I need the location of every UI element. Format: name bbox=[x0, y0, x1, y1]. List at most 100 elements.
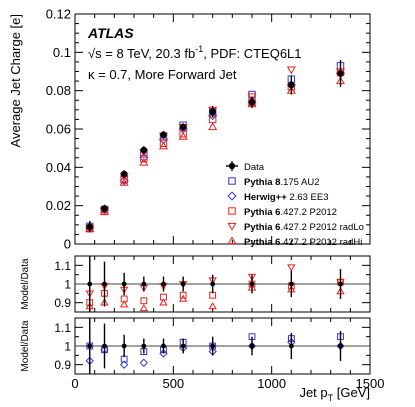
ratio-model-point bbox=[159, 349, 168, 358]
legend-marker bbox=[228, 207, 236, 215]
ratio-model-point bbox=[178, 294, 188, 302]
legend-label-rest: .427.2 P2012 radLo bbox=[280, 222, 363, 233]
ratio-data-point bbox=[338, 281, 343, 287]
legend-label-bold: Pythia 8 bbox=[244, 177, 280, 188]
data-marks bbox=[85, 60, 346, 374]
data-point bbox=[209, 108, 216, 116]
ratio-y-tick-label: 1.1 bbox=[54, 259, 71, 273]
ratio-data-point bbox=[338, 343, 343, 349]
legend-marker bbox=[227, 236, 237, 245]
ratio-model-point bbox=[179, 291, 187, 299]
info-line-1-tail: , PDF: CTEQ6L1 bbox=[203, 46, 301, 61]
ratio-data-point bbox=[210, 281, 216, 287]
ratio-model-point bbox=[139, 303, 149, 312]
legend-label-rest: .427.2 P2012 bbox=[280, 207, 337, 218]
legend-label-bold: Pythia 6 bbox=[244, 237, 280, 248]
x-axis-label-main: Jet p bbox=[299, 385, 327, 400]
ratio-data-point bbox=[180, 343, 186, 349]
ratio-y-tick-label: 0.9 bbox=[54, 358, 71, 372]
model-point bbox=[158, 141, 169, 150]
model-point bbox=[208, 122, 218, 131]
legend-label: Pythia 6.427.2 P2012 radHi bbox=[244, 237, 362, 248]
y-tick-label: 0 bbox=[64, 237, 71, 252]
legend-label-bold: Pythia 6 bbox=[244, 222, 280, 233]
y-tick-label: 0.12 bbox=[46, 7, 71, 22]
ratio-data-point bbox=[249, 281, 255, 287]
legend: Data Pythia 8.175 AU2 Herwig++ 2.63 EE3 Pyt… bbox=[226, 161, 364, 248]
ratio-data-point bbox=[288, 281, 294, 287]
experiment-label: ATLAS bbox=[87, 25, 134, 41]
ratio-model-point bbox=[287, 264, 296, 272]
data-point bbox=[179, 123, 187, 131]
y-tick-label: 0.08 bbox=[46, 83, 71, 98]
x-axis-label: Jet pT [GeV] bbox=[299, 385, 370, 402]
ratio-data-point bbox=[141, 343, 147, 349]
ratio2-y-label: Model/Data bbox=[20, 320, 31, 372]
legend-marker bbox=[227, 222, 237, 231]
y-tick-label: 0.1 bbox=[53, 45, 71, 60]
ratio-data-point bbox=[87, 343, 93, 349]
legend-data-label: Data bbox=[244, 162, 265, 173]
info-line-1-main: √s = 8 TeV, 20.3 fb bbox=[88, 46, 195, 61]
model-point bbox=[247, 93, 257, 102]
data-point bbox=[288, 81, 295, 89]
ratio-data-point bbox=[121, 281, 127, 287]
legend-marker bbox=[227, 191, 237, 201]
data-point bbox=[120, 170, 128, 178]
info-line-1: √s = 8 TeV, 20.3 fb-1, PDF: CTEQ6L1 bbox=[88, 44, 302, 61]
ratio-data-point bbox=[102, 281, 107, 287]
legend-data-marker bbox=[228, 162, 236, 170]
ratio-model-point bbox=[140, 297, 148, 305]
model-point bbox=[178, 132, 188, 140]
ratio-model-point bbox=[119, 300, 129, 308]
data-point bbox=[101, 205, 108, 212]
ratio-y-tick-label: 1 bbox=[64, 340, 71, 354]
ratio-data-point bbox=[249, 343, 255, 349]
ratio-data-point bbox=[121, 343, 127, 349]
ratio-model-point bbox=[208, 302, 217, 310]
y-axis-label: Average Jet Charge [e] bbox=[8, 14, 23, 147]
x-axis-label-sub: T bbox=[328, 393, 334, 402]
ratio-y-tick-label: 1.1 bbox=[54, 321, 71, 335]
data-point bbox=[248, 98, 256, 106]
data-point bbox=[86, 223, 94, 231]
ratio-model-point bbox=[119, 360, 129, 369]
ratio-data-point bbox=[141, 281, 147, 287]
ratio-model-point bbox=[247, 273, 257, 281]
legend-label-rest: 2.63 EE3 bbox=[287, 192, 329, 203]
model-point bbox=[139, 157, 149, 166]
legend-label-rest: .427.2 P2012 radHi bbox=[280, 237, 362, 248]
ratio-data-point bbox=[210, 343, 216, 349]
ratio-model-point bbox=[159, 298, 168, 306]
ratio-data-point bbox=[87, 281, 93, 287]
model-point bbox=[119, 176, 129, 186]
model-point bbox=[286, 66, 296, 75]
ratio-y-tick-label: 1 bbox=[64, 278, 71, 292]
legend-label: Pythia 6.427.2 P2012 bbox=[244, 207, 337, 218]
ratio-data-point bbox=[180, 281, 186, 287]
data-point bbox=[140, 146, 148, 154]
x-tick-label: 0 bbox=[71, 376, 78, 391]
ratio-data-point bbox=[288, 343, 294, 349]
legend-label: Pythia 6.427.2 P2012 radLo bbox=[244, 222, 364, 233]
legend-label: Herwig++ 2.63 EE3 bbox=[244, 192, 329, 203]
y-tick-label: 0.06 bbox=[46, 122, 71, 137]
legend-label-bold: Herwig++ bbox=[244, 192, 287, 203]
axis-ticks: 0 500 1000 1500 0 0.02 0.04 0.06 0.08 0.1 0.12 0.9 1… bbox=[46, 7, 385, 392]
ratio-data-point bbox=[102, 343, 107, 349]
x-tick-label: 500 bbox=[162, 376, 184, 391]
ratio-y-tick-label: 0.9 bbox=[54, 296, 71, 310]
info-line-1-sup: -1 bbox=[195, 44, 203, 54]
model-point bbox=[208, 111, 218, 121]
ratio-data-point bbox=[161, 281, 166, 287]
x-axis-label-unit: [GeV] bbox=[333, 385, 370, 400]
ratio-model-point bbox=[139, 358, 149, 367]
y-tick-label: 0.04 bbox=[46, 160, 71, 175]
data-point bbox=[160, 131, 167, 139]
ratio-data-point bbox=[161, 343, 166, 349]
legend-label-rest: .175 AU2 bbox=[280, 177, 319, 188]
legend-label-bold: Pythia 6 bbox=[244, 207, 280, 218]
ratio-reference-lines bbox=[75, 283, 370, 347]
x-tick-label: 1500 bbox=[356, 376, 385, 391]
